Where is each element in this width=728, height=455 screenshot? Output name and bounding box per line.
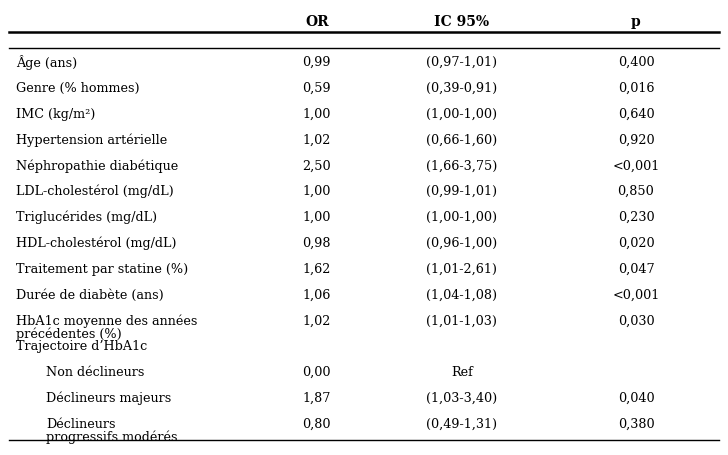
Text: Genre (% hommes): Genre (% hommes)	[16, 82, 140, 95]
Text: Ref: Ref	[451, 365, 473, 378]
Text: Trajectoire d’HbA1c: Trajectoire d’HbA1c	[16, 339, 147, 353]
Text: (1,03-3,40): (1,03-3,40)	[427, 391, 497, 404]
Text: (1,00-1,00): (1,00-1,00)	[427, 107, 497, 121]
Text: 0,030: 0,030	[617, 313, 654, 327]
Text: 1,00: 1,00	[303, 107, 331, 121]
Text: Traitement par statine (%): Traitement par statine (%)	[16, 262, 188, 275]
Text: 1,00: 1,00	[303, 185, 331, 198]
Text: (0,97-1,01): (0,97-1,01)	[427, 56, 497, 69]
Text: Déclineurs: Déclineurs	[47, 417, 116, 430]
Text: 0,920: 0,920	[617, 133, 654, 146]
Text: <0,001: <0,001	[612, 288, 660, 301]
Text: 0,230: 0,230	[617, 211, 654, 223]
Text: IC 95%: IC 95%	[435, 15, 489, 29]
Text: précédentes (%): précédentes (%)	[16, 326, 122, 340]
Text: (1,66-3,75): (1,66-3,75)	[426, 159, 498, 172]
Text: Triglucérides (mg/dL): Triglucérides (mg/dL)	[16, 210, 157, 224]
Text: 0,047: 0,047	[617, 262, 654, 275]
Text: OR: OR	[305, 15, 328, 29]
Text: 0,80: 0,80	[303, 417, 331, 430]
Text: 0,040: 0,040	[617, 391, 654, 404]
Text: <0,001: <0,001	[612, 159, 660, 172]
Text: 1,06: 1,06	[303, 288, 331, 301]
Text: 2,50: 2,50	[303, 159, 331, 172]
Text: (0,49-1,31): (0,49-1,31)	[427, 417, 497, 430]
Text: (0,96-1,00): (0,96-1,00)	[427, 237, 497, 249]
Text: (0,39-0,91): (0,39-0,91)	[427, 82, 497, 95]
Text: Non déclineurs: Non déclineurs	[47, 365, 145, 378]
Text: 0,016: 0,016	[618, 82, 654, 95]
Text: HDL-cholestérol (mg/dL): HDL-cholestérol (mg/dL)	[16, 236, 176, 250]
Text: 1,02: 1,02	[303, 313, 331, 327]
Text: (1,00-1,00): (1,00-1,00)	[427, 211, 497, 223]
Text: 0,640: 0,640	[617, 107, 654, 121]
Text: (1,01-2,61): (1,01-2,61)	[427, 262, 497, 275]
Text: (1,04-1,08): (1,04-1,08)	[427, 288, 497, 301]
Text: 0,59: 0,59	[303, 82, 331, 95]
Text: 0,400: 0,400	[617, 56, 654, 69]
Text: LDL-cholestérol (mg/dL): LDL-cholestérol (mg/dL)	[16, 185, 174, 198]
Text: Durée de diabète (ans): Durée de diabète (ans)	[16, 288, 164, 301]
Text: 1,62: 1,62	[303, 262, 331, 275]
Text: 0,380: 0,380	[617, 417, 654, 430]
Text: progressifs modérés: progressifs modérés	[47, 430, 178, 443]
Text: 0,850: 0,850	[617, 185, 654, 198]
Text: 0,00: 0,00	[303, 365, 331, 378]
Text: Néphropathie diabétique: Néphropathie diabétique	[16, 159, 178, 172]
Text: (0,66-1,60): (0,66-1,60)	[427, 133, 497, 146]
Text: (0,99-1,01): (0,99-1,01)	[427, 185, 497, 198]
Text: (1,01-1,03): (1,01-1,03)	[427, 313, 497, 327]
Text: 0,98: 0,98	[303, 237, 331, 249]
Text: 1,87: 1,87	[303, 391, 331, 404]
Text: 1,02: 1,02	[303, 133, 331, 146]
Text: 1,00: 1,00	[303, 211, 331, 223]
Text: p: p	[631, 15, 641, 29]
Text: 0,020: 0,020	[617, 237, 654, 249]
Text: IMC (kg/m²): IMC (kg/m²)	[16, 107, 95, 121]
Text: Déclineurs majeurs: Déclineurs majeurs	[47, 391, 172, 404]
Text: Âge (ans): Âge (ans)	[16, 55, 77, 70]
Text: 0,99: 0,99	[303, 56, 331, 69]
Text: HbA1c moyenne des années: HbA1c moyenne des années	[16, 313, 197, 327]
Text: Hypertension artérielle: Hypertension artérielle	[16, 133, 167, 147]
